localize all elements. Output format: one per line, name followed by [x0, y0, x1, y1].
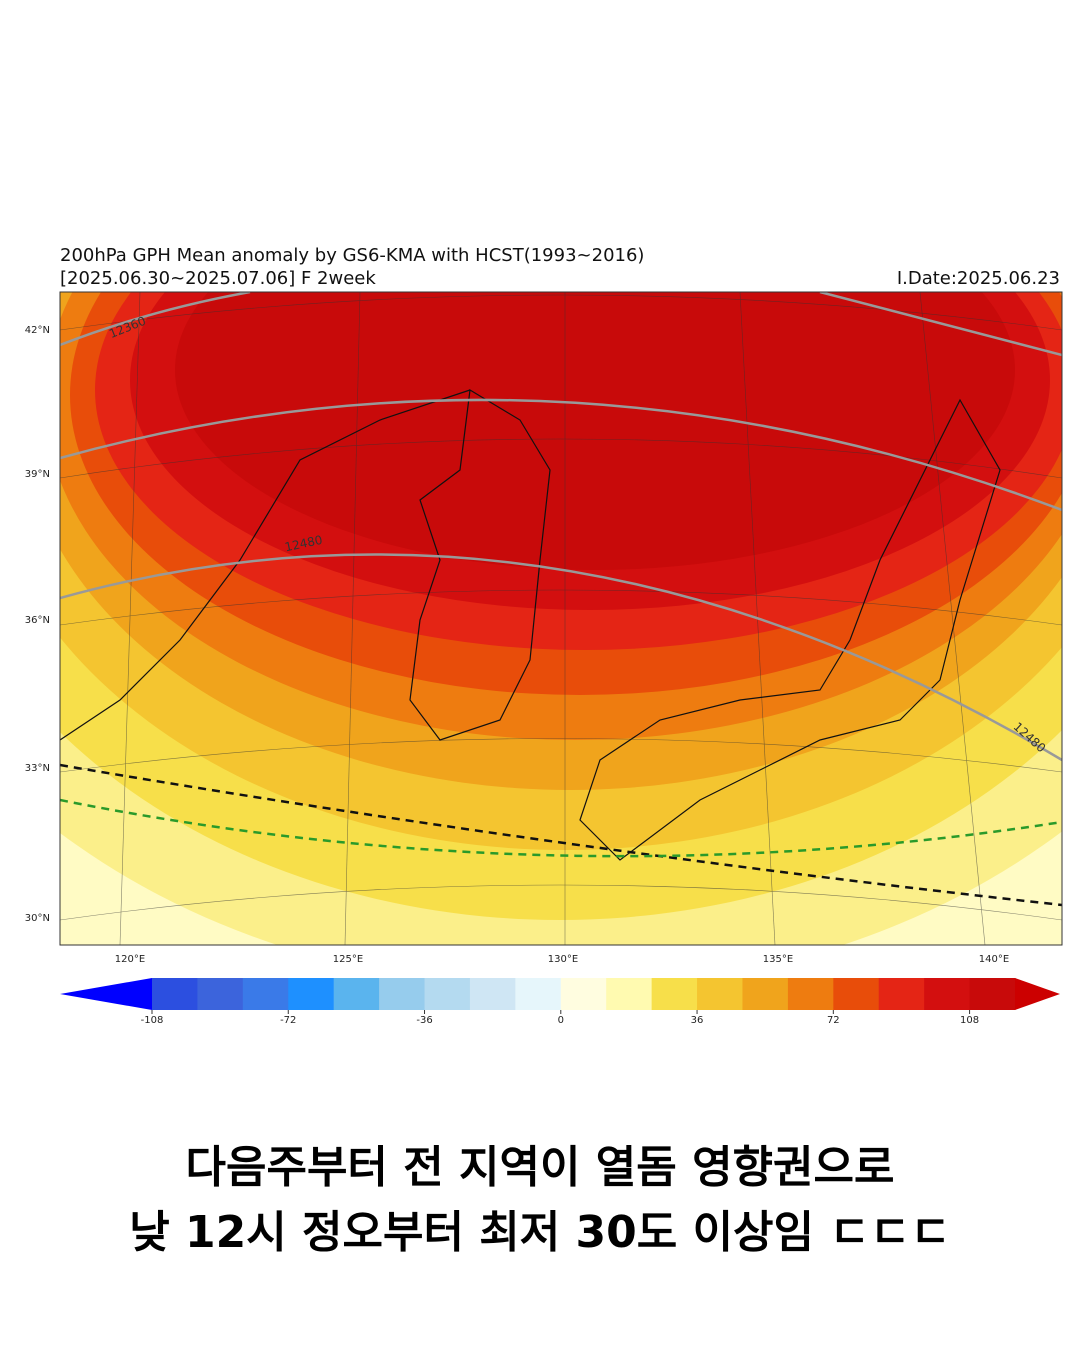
- colorbar-swatch: [515, 978, 562, 1010]
- caption-line: 다음주부터 전 지역이 열돔 영향권으로: [186, 1142, 895, 1193]
- colorbar-swatch: [924, 978, 971, 1010]
- colorbar-swatch: [379, 978, 426, 1010]
- colorbar-swatch: [606, 978, 653, 1010]
- caption: 다음주부터 전 지역이 열돔 영향권으로 낮 12시 정오부터 최저 30도 이…: [129, 1142, 951, 1258]
- map-title: 200hPa GPH Mean anomaly by GS6-KMA with …: [60, 245, 644, 266]
- init-date: I.Date:2025.06.23: [897, 268, 1060, 289]
- colorbar-tick-label: -72: [280, 1015, 296, 1026]
- colorbar-over: [1015, 978, 1060, 1010]
- map-period: [2025.06.30~2025.07.06] F 2week: [60, 268, 376, 289]
- colorbar-swatch: [651, 978, 698, 1010]
- lat-label: 39°N: [25, 469, 50, 480]
- colorbar-swatch: [469, 978, 516, 1010]
- colorbar-tick-label: -36: [416, 1015, 432, 1026]
- colorbar-swatch: [742, 978, 789, 1010]
- lon-label: 130°E: [548, 954, 578, 965]
- colorbar-swatch: [560, 978, 607, 1010]
- colorbar-swatch: [424, 978, 471, 1010]
- colorbar-swatch: [152, 978, 198, 1010]
- lat-label: 33°N: [25, 763, 50, 774]
- colorbar-under: [60, 978, 152, 1010]
- caption-line: 낮 12시 정오부터 최저 30도 이상임 ㄷㄷㄷ: [129, 1207, 951, 1258]
- colorbar-swatch: [697, 978, 743, 1010]
- colorbar-tick-label: 108: [960, 1015, 979, 1026]
- colorbar-swatch: [833, 978, 880, 1010]
- lon-label: 135°E: [763, 954, 793, 965]
- lat-label: 30°N: [25, 913, 50, 924]
- colorbar-tick-label: -108: [141, 1015, 164, 1026]
- colorbar-swatch: [242, 978, 289, 1010]
- colorbar-tick-label: 72: [827, 1015, 840, 1026]
- colorbar-swatch: [288, 978, 335, 1010]
- colorbar-swatch: [878, 978, 925, 1010]
- colorbar-swatch: [197, 978, 244, 1010]
- map-frame: [59, 291, 1063, 946]
- lat-label: 42°N: [25, 325, 50, 336]
- colorbar-tick-label: 0: [558, 1015, 564, 1026]
- lon-label: 140°E: [979, 954, 1009, 965]
- map: 12360 12480 12480: [60, 292, 1062, 945]
- lat-label: 36°N: [25, 615, 50, 626]
- colorbar-tick-label: 36: [691, 1015, 704, 1026]
- colorbar-swatch: [969, 978, 1016, 1010]
- lon-label: 120°E: [115, 954, 145, 965]
- colorbar-swatch: [787, 978, 834, 1010]
- colorbar-swatch: [333, 978, 380, 1010]
- lon-label: 125°E: [333, 954, 363, 965]
